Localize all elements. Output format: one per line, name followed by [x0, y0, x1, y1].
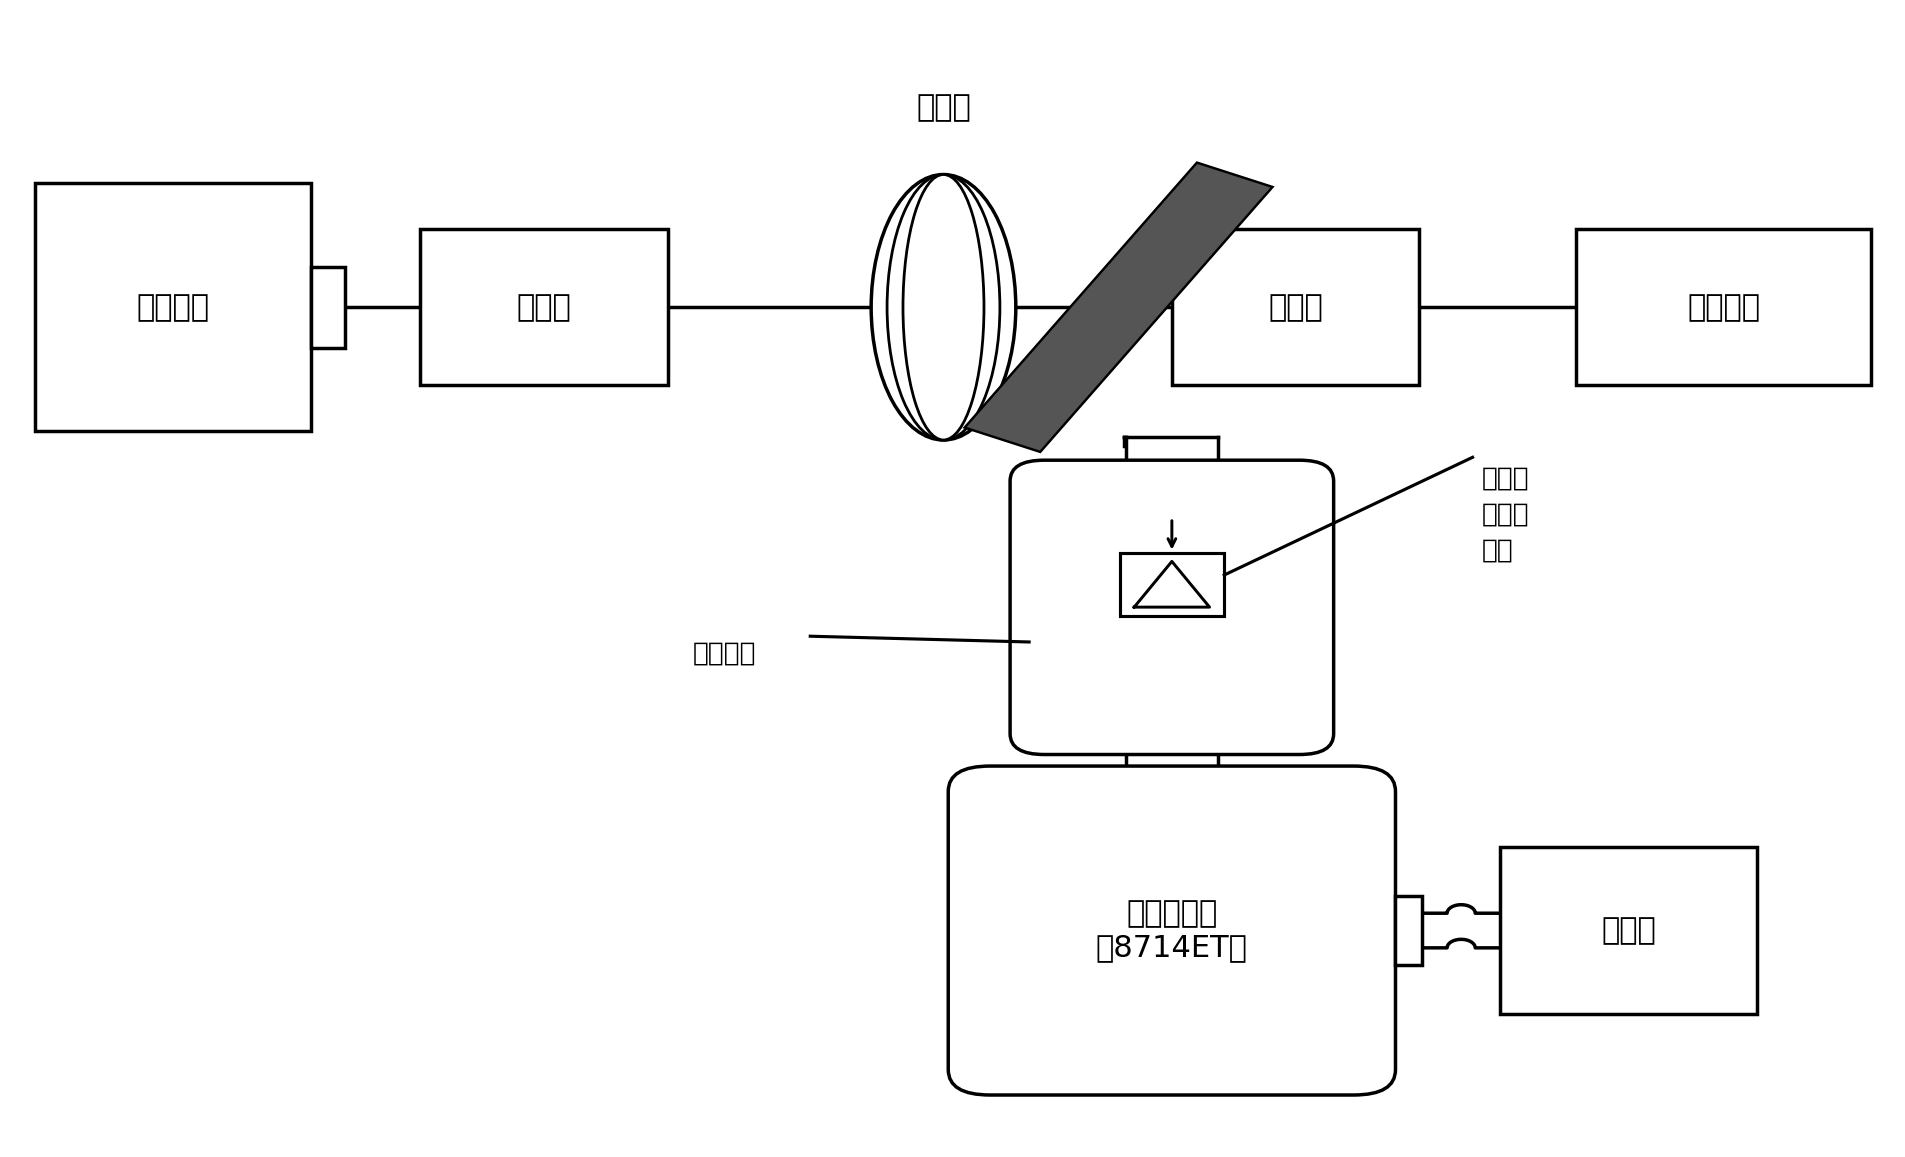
Ellipse shape: [871, 175, 1015, 440]
Text: 红外光源: 红外光源: [135, 293, 210, 322]
Bar: [1172, 229, 1419, 385]
Text: 网络分析仪
（8714ET）: 网络分析仪 （8714ET）: [1095, 899, 1248, 961]
Bar: [34, 183, 311, 432]
Text: 计算机: 计算机: [1600, 916, 1655, 945]
Text: 分光镜: 分光镜: [1267, 293, 1322, 322]
Text: 衰减器: 衰减器: [516, 293, 571, 322]
Bar: [311, 267, 345, 347]
FancyBboxPatch shape: [1010, 460, 1334, 754]
Bar: [1575, 229, 1871, 385]
Text: 光功率计: 光功率计: [1686, 293, 1760, 322]
Polygon shape: [964, 163, 1273, 452]
Ellipse shape: [886, 175, 1000, 440]
Ellipse shape: [903, 175, 983, 440]
Text: 薄膜体
声波谐
振器: 薄膜体 声波谐 振器: [1482, 466, 1530, 563]
Bar: [419, 229, 667, 385]
Text: 测试平台: 测试平台: [693, 641, 756, 666]
Bar: [1394, 896, 1421, 965]
Bar: [1118, 553, 1223, 616]
FancyBboxPatch shape: [949, 766, 1394, 1095]
Text: 断路器: 断路器: [916, 94, 970, 123]
Bar: [1499, 847, 1756, 1015]
